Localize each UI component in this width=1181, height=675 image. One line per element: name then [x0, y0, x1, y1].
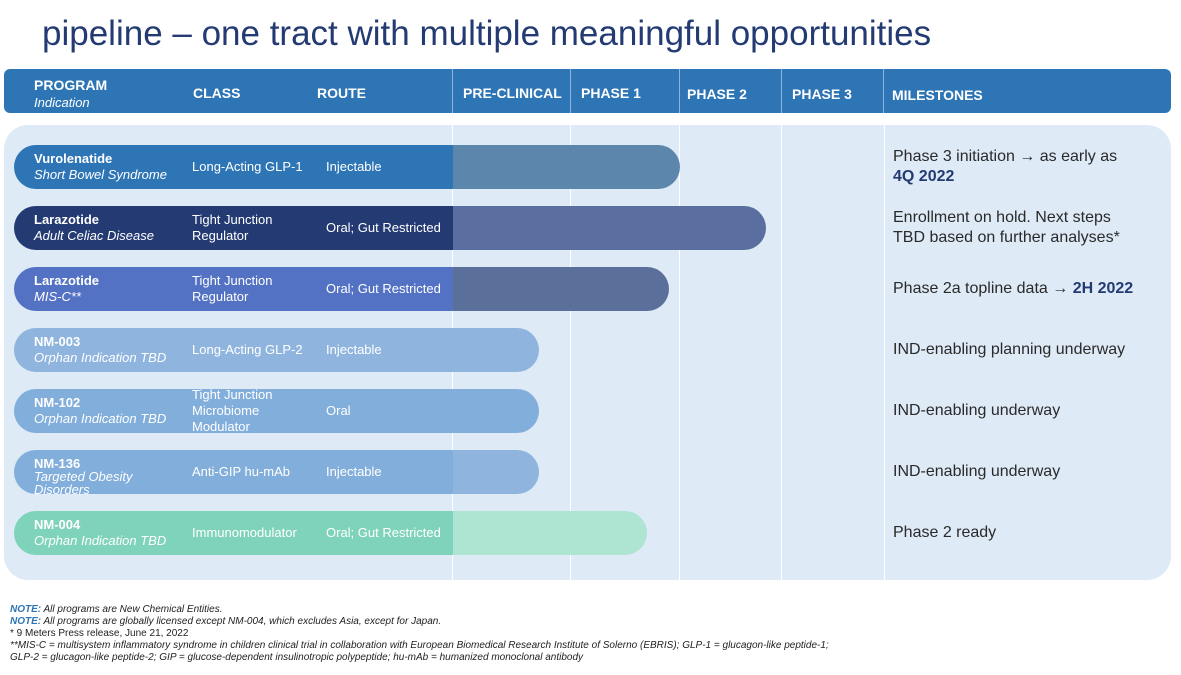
bar-info-segment [14, 267, 453, 311]
header-divider [679, 69, 680, 113]
header-milestones: MILESTONES [892, 87, 983, 103]
header-divider [452, 69, 453, 113]
note-text: All programs are New Chemical Entities. [41, 604, 223, 615]
program-name: NM-136 [34, 456, 81, 471]
program-class: Tight Junction Microbiome Modulator [192, 389, 273, 433]
program-route: Injectable [326, 342, 382, 357]
pipeline-bar: Vurolenatide Short Bowel Syndrome Long-Act… [14, 145, 680, 189]
header-divider [781, 69, 782, 113]
table-header: PROGRAM Indication CLASS ROUTE PRE-CLINI… [4, 69, 1171, 113]
stage-gridline [570, 125, 571, 580]
program-indication: Orphan Indication TBD [34, 533, 167, 548]
pipeline-bar: NM-003 Orphan Indication TBD Long-Acting G… [14, 328, 540, 372]
program-class: Tight Junction Regulator [192, 273, 273, 304]
header-route: ROUTE [317, 85, 366, 101]
note-text: **MIS-C = multisystem inflammatory syndr… [10, 640, 829, 651]
pipeline-bar: Larazotide Adult Celiac Disease Tight Junc… [14, 206, 767, 250]
milestone-text: IND-enabling planning underway [893, 341, 1126, 358]
header-phase3: PHASE 3 [792, 86, 852, 102]
program-indication: Adult Celiac Disease [34, 228, 154, 243]
bar-info-segment [14, 206, 453, 250]
page-title: pipeline – one tract with multiple meani… [42, 14, 932, 53]
bar-info-segment [14, 328, 453, 372]
bar-info-segment [14, 145, 453, 189]
bar-info-segment [14, 511, 453, 555]
pipeline-bar: Larazotide MIS-C** Tight Junction Regulator… [14, 267, 669, 311]
pipeline-bar: NM-136 Targeted Obesity Disorders Anti-GIP… [14, 450, 540, 494]
bar-progress-segment [453, 328, 540, 372]
note-text: * 9 Meters Press release, June 21, 2022 [10, 628, 189, 639]
program-class: Immunomodulator [192, 525, 297, 540]
program-route: Oral; Gut Restricted [326, 525, 441, 540]
program-route: Injectable [326, 464, 382, 479]
bar-info-segment [14, 450, 453, 494]
bar-progress-segment [453, 450, 540, 494]
program-indication: Short Bowel Syndrome [34, 167, 167, 182]
milestone-text: Phase 2 ready [893, 524, 997, 541]
header-divider [570, 69, 571, 113]
stage-gridline [781, 125, 782, 580]
header-divider [883, 69, 884, 113]
program-name: NM-003 [34, 334, 81, 349]
milestone-text: Phase 2a topline data → 2H 2022 [893, 280, 1134, 297]
program-indication: Targeted Obesity Disorders [34, 469, 133, 494]
program-route: Oral; Gut Restricted [326, 220, 441, 235]
program-class: Tight Junction Regulator [192, 212, 273, 243]
program-indication: Orphan Indication TBD [34, 350, 167, 365]
bar-progress-segment [453, 206, 767, 250]
header-program: PROGRAM [34, 77, 108, 93]
program-indication: MIS-C** [34, 289, 81, 304]
stage-gridline [679, 125, 680, 580]
pipeline-bar: NM-004 Orphan Indication TBD Immunomodulat… [14, 511, 648, 555]
program-class: Long-Acting GLP-2 [192, 342, 303, 357]
note-text: All programs are globally licensed excep… [41, 616, 442, 627]
program-name: Larazotide [34, 273, 100, 288]
bar-progress-segment [453, 389, 540, 433]
header-phase2: PHASE 2 [687, 86, 747, 102]
program-class: Anti-GIP hu-mAb [192, 464, 291, 479]
milestone-text: Enrollment on hold. Next steps TBD based … [893, 209, 1120, 246]
bar-progress-segment [453, 267, 669, 311]
note-text: GLP-2 = glucagon-like peptide-2; GIP = g… [10, 652, 584, 663]
note-label: NOTE: [10, 604, 42, 615]
program-name: NM-102 [34, 395, 81, 410]
header-phase1: PHASE 1 [581, 85, 641, 101]
note-label: NOTE: [10, 616, 42, 627]
program-route: Oral; Gut Restricted [326, 281, 441, 296]
program-route: Injectable [326, 159, 382, 174]
milestone-text: Phase 3 initiation → as early as 4Q 2022 [893, 148, 1118, 185]
bar-progress-segment [453, 511, 648, 555]
program-name: Larazotide [34, 212, 100, 227]
stage-gridline [884, 125, 885, 580]
pipeline-bar: NM-102 Orphan Indication TBD Tight Junctio… [14, 389, 540, 433]
program-name: NM-004 [34, 517, 81, 532]
program-route: Oral [326, 403, 351, 418]
header-preclinical: PRE-CLINICAL [463, 85, 562, 101]
milestone-text: IND-enabling underway [893, 463, 1061, 480]
header-indication: Indication [34, 95, 90, 110]
program-class: Long-Acting GLP-1 [192, 159, 303, 174]
program-indication: Orphan Indication TBD [34, 411, 167, 426]
footnotes: NOTE: All programs are New Chemical Enti… [10, 604, 829, 664]
milestone-text: IND-enabling underway [893, 402, 1061, 419]
program-name: Vurolenatide [34, 151, 113, 166]
bar-progress-segment [453, 145, 680, 189]
header-class: CLASS [193, 85, 241, 101]
bar-info-segment [14, 389, 453, 433]
